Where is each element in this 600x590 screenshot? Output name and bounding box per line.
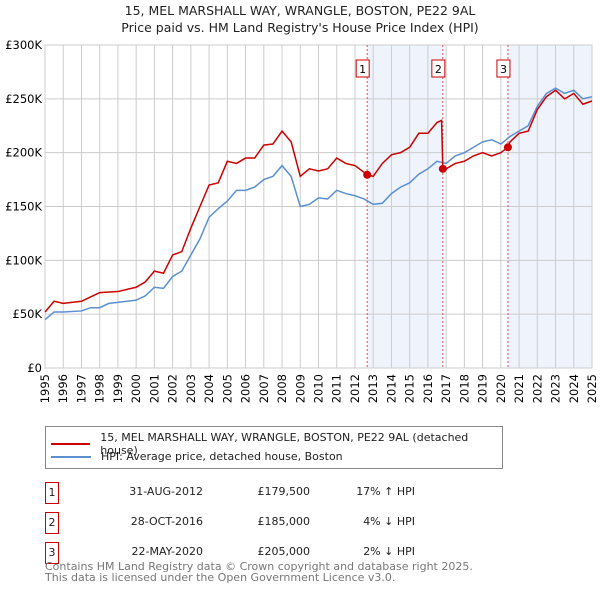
sale-row: 2 28-OCT-2016 £185,000 4% ↓ HPI — [45, 512, 565, 534]
sale-hpi-diff: 17% ↑ HPI — [356, 485, 415, 498]
footer-line-1: Contains HM Land Registry data © Crown c… — [45, 560, 473, 573]
y-tick-label: £250K — [5, 92, 42, 106]
x-tick-label: 2001 — [147, 374, 161, 403]
y-tick-label: £200K — [5, 146, 42, 160]
x-tick-label: 2004 — [202, 374, 216, 403]
sale-hpi-diff: 4% ↓ HPI — [363, 515, 415, 528]
legend-swatch-property — [51, 443, 91, 445]
plot-border — [44, 44, 593, 369]
sale-price: £185,000 — [257, 515, 311, 528]
chart-subtitle: Price paid vs. HM Land Registry's House … — [121, 20, 479, 35]
sale-row: 1 31-AUG-2012 £179,500 17% ↑ HPI — [45, 482, 565, 504]
x-tick-label: 2025 — [585, 374, 599, 403]
sale-marker-label: 3 — [500, 63, 507, 76]
x-tick-label: 2018 — [457, 374, 471, 403]
y-tick-label: £0 — [27, 361, 42, 375]
sale-date: 31-AUG-2012 — [129, 485, 203, 498]
plot-area: 1995 1996 1997 1998 1999 2000 2001 2002 2003 2004… — [5, 38, 599, 403]
x-tick-label: 2017 — [439, 374, 453, 403]
sale-marker-box — [496, 59, 511, 78]
sale-price: £179,500 — [257, 485, 311, 498]
hpi-line — [44, 87, 593, 321]
sale-point — [503, 143, 512, 152]
x-tick-label: 2000 — [129, 374, 143, 403]
x-tick-label: 1997 — [74, 374, 88, 403]
sale-date: 28-OCT-2016 — [130, 515, 203, 528]
y-tick-label: £100K — [5, 253, 42, 267]
x-tick-label: 2003 — [184, 374, 198, 403]
x-tick-label: 1995 — [38, 374, 52, 403]
x-tick-label: 2002 — [166, 374, 180, 403]
chart-title: 15, MEL MARSHALL WAY, WRANGLE, BOSTON, P… — [124, 3, 476, 18]
x-tick-label: 1998 — [93, 374, 107, 403]
x-tick-label: 2020 — [494, 374, 508, 403]
x-tick-label: 2015 — [403, 374, 417, 403]
sale-marker-label: 2 — [435, 63, 442, 76]
x-tick-label: 2007 — [257, 374, 271, 403]
sale-marker-box — [355, 59, 370, 78]
x-tick-label: 2009 — [293, 374, 307, 403]
x-tick-label: 2010 — [312, 374, 326, 403]
x-tick-label: 2023 — [549, 374, 563, 403]
sale-point — [438, 164, 447, 173]
x-tick-label: 2021 — [512, 374, 526, 403]
sale-number: 2 — [45, 512, 59, 534]
legend-label-hpi: HPI: Average price, detached house, Bost… — [101, 450, 343, 463]
sale-number: 1 — [45, 482, 59, 504]
x-tick-label: 2022 — [530, 374, 544, 403]
x-tick-label: 1996 — [56, 374, 70, 403]
y-tick-label: £300K — [5, 38, 42, 52]
x-tick-label: 2012 — [348, 374, 362, 403]
sale-marker-label: 1 — [359, 63, 366, 76]
sale-number: 3 — [45, 542, 59, 564]
x-tick-label: 2006 — [239, 374, 253, 403]
legend: 15, MEL MARSHALL WAY, WRANGLE, BOSTON, P… — [45, 426, 503, 469]
x-tick-label: 2005 — [220, 374, 234, 403]
x-tick-label: 2016 — [421, 374, 435, 403]
x-tick-label: 2024 — [567, 374, 581, 403]
sale-hpi-diff: 2% ↓ HPI — [363, 545, 415, 558]
sale-date: 22-MAY-2020 — [131, 545, 203, 558]
x-tick-label: 2014 — [384, 374, 398, 403]
y-tick-label: £150K — [5, 200, 42, 214]
legend-swatch-hpi — [51, 455, 91, 458]
sale-price: £205,000 — [257, 545, 311, 558]
sale-row: 3 22-MAY-2020 £205,000 2% ↓ HPI — [45, 542, 565, 564]
x-tick-label: 2019 — [476, 374, 490, 403]
legend-label-property: 15, MEL MARSHALL WAY, WRANGLE, BOSTON, P… — [100, 431, 469, 457]
sale-point — [363, 170, 372, 179]
x-tick-label: 2013 — [366, 374, 380, 403]
x-tick-label: 2008 — [275, 374, 289, 403]
x-tick-label: 2011 — [330, 374, 344, 403]
sale-marker-box — [431, 59, 446, 78]
x-tick-label: 1999 — [111, 374, 125, 403]
y-tick-label: £50K — [13, 307, 43, 321]
footer-line-2: This data is licensed under the Open Gov… — [45, 571, 396, 584]
